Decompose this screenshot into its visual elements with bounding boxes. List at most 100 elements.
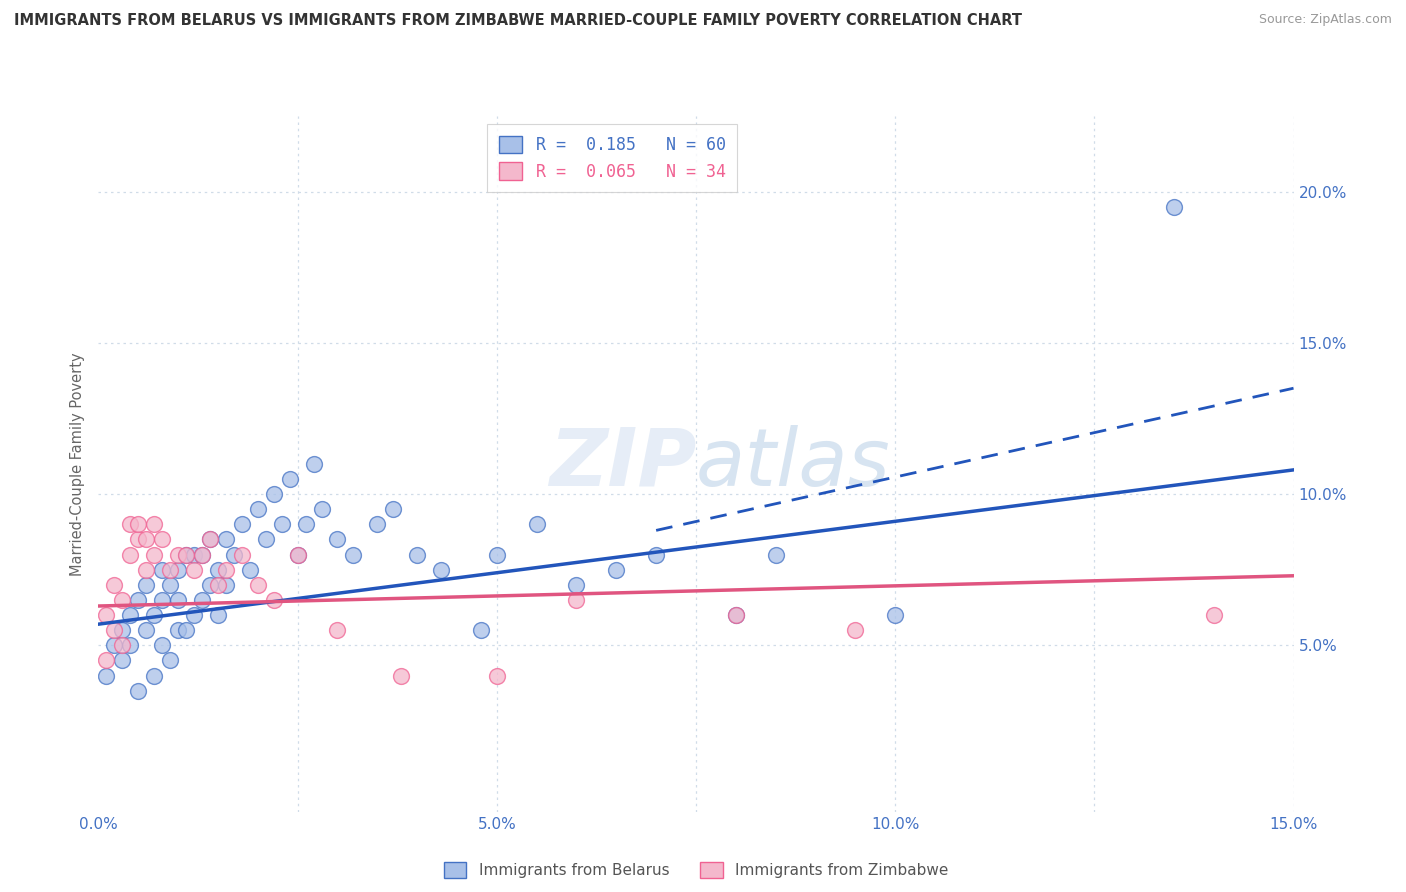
Point bbox=[159, 563, 181, 577]
Point bbox=[127, 683, 149, 698]
Point bbox=[135, 624, 157, 638]
Point bbox=[278, 472, 301, 486]
Legend: Immigrants from Belarus, Immigrants from Zimbabwe: Immigrants from Belarus, Immigrants from… bbox=[437, 856, 955, 884]
Point bbox=[565, 578, 588, 592]
Point bbox=[183, 563, 205, 577]
Point bbox=[485, 548, 508, 562]
Point bbox=[263, 487, 285, 501]
Point bbox=[326, 624, 349, 638]
Point bbox=[159, 653, 181, 667]
Point bbox=[342, 548, 364, 562]
Point bbox=[127, 517, 149, 532]
Point bbox=[198, 533, 221, 547]
Text: IMMIGRANTS FROM BELARUS VS IMMIGRANTS FROM ZIMBABWE MARRIED-COUPLE FAMILY POVERT: IMMIGRANTS FROM BELARUS VS IMMIGRANTS FR… bbox=[14, 13, 1022, 29]
Point bbox=[120, 608, 142, 623]
Point bbox=[191, 548, 214, 562]
Point bbox=[111, 624, 134, 638]
Point bbox=[215, 563, 238, 577]
Point bbox=[96, 653, 118, 667]
Point bbox=[143, 668, 166, 682]
Point bbox=[287, 548, 309, 562]
Point bbox=[127, 593, 149, 607]
Point bbox=[167, 624, 190, 638]
Text: atlas: atlas bbox=[696, 425, 891, 503]
Point bbox=[246, 502, 269, 516]
Point bbox=[485, 668, 508, 682]
Point bbox=[287, 548, 309, 562]
Point bbox=[127, 533, 149, 547]
Point bbox=[724, 608, 747, 623]
Point bbox=[183, 608, 205, 623]
Point bbox=[207, 608, 229, 623]
Point bbox=[254, 533, 277, 547]
Y-axis label: Married-Couple Family Poverty: Married-Couple Family Poverty bbox=[70, 352, 86, 575]
Point bbox=[103, 578, 125, 592]
Point bbox=[167, 563, 190, 577]
Point bbox=[159, 578, 181, 592]
Point bbox=[207, 578, 229, 592]
Point bbox=[174, 548, 197, 562]
Point bbox=[406, 548, 429, 562]
Point bbox=[565, 593, 588, 607]
Point bbox=[191, 593, 214, 607]
Point bbox=[135, 578, 157, 592]
Text: Source: ZipAtlas.com: Source: ZipAtlas.com bbox=[1258, 13, 1392, 27]
Point bbox=[526, 517, 548, 532]
Point bbox=[143, 517, 166, 532]
Point bbox=[120, 638, 142, 652]
Point bbox=[294, 517, 316, 532]
Point bbox=[311, 502, 333, 516]
Point bbox=[167, 548, 190, 562]
Point bbox=[246, 578, 269, 592]
Point bbox=[724, 608, 747, 623]
Point bbox=[150, 563, 173, 577]
Point bbox=[222, 548, 245, 562]
Point bbox=[605, 563, 627, 577]
Point bbox=[231, 548, 253, 562]
Point bbox=[143, 608, 166, 623]
Point bbox=[366, 517, 388, 532]
Point bbox=[215, 533, 238, 547]
Point bbox=[645, 548, 668, 562]
Point bbox=[174, 624, 197, 638]
Point bbox=[191, 548, 214, 562]
Point bbox=[120, 517, 142, 532]
Point bbox=[389, 668, 412, 682]
Point bbox=[143, 548, 166, 562]
Point bbox=[198, 533, 221, 547]
Point bbox=[207, 563, 229, 577]
Point bbox=[382, 502, 405, 516]
Point bbox=[1163, 200, 1185, 214]
Point bbox=[884, 608, 907, 623]
Point bbox=[150, 533, 173, 547]
Point bbox=[120, 548, 142, 562]
Point bbox=[135, 533, 157, 547]
Point bbox=[96, 608, 118, 623]
Point bbox=[470, 624, 492, 638]
Point bbox=[263, 593, 285, 607]
Point bbox=[103, 638, 125, 652]
Point bbox=[239, 563, 262, 577]
Point bbox=[326, 533, 349, 547]
Point bbox=[167, 593, 190, 607]
Point bbox=[198, 578, 221, 592]
Point bbox=[215, 578, 238, 592]
Point bbox=[103, 624, 125, 638]
Point bbox=[183, 548, 205, 562]
Point bbox=[150, 638, 173, 652]
Point bbox=[111, 593, 134, 607]
Point bbox=[1202, 608, 1225, 623]
Point bbox=[765, 548, 787, 562]
Point bbox=[150, 593, 173, 607]
Point bbox=[302, 457, 325, 471]
Point bbox=[270, 517, 292, 532]
Point bbox=[231, 517, 253, 532]
Text: ZIP: ZIP bbox=[548, 425, 696, 503]
Point bbox=[844, 624, 866, 638]
Point bbox=[111, 653, 134, 667]
Point bbox=[430, 563, 453, 577]
Point bbox=[174, 548, 197, 562]
Point bbox=[96, 668, 118, 682]
Point bbox=[111, 638, 134, 652]
Point bbox=[135, 563, 157, 577]
